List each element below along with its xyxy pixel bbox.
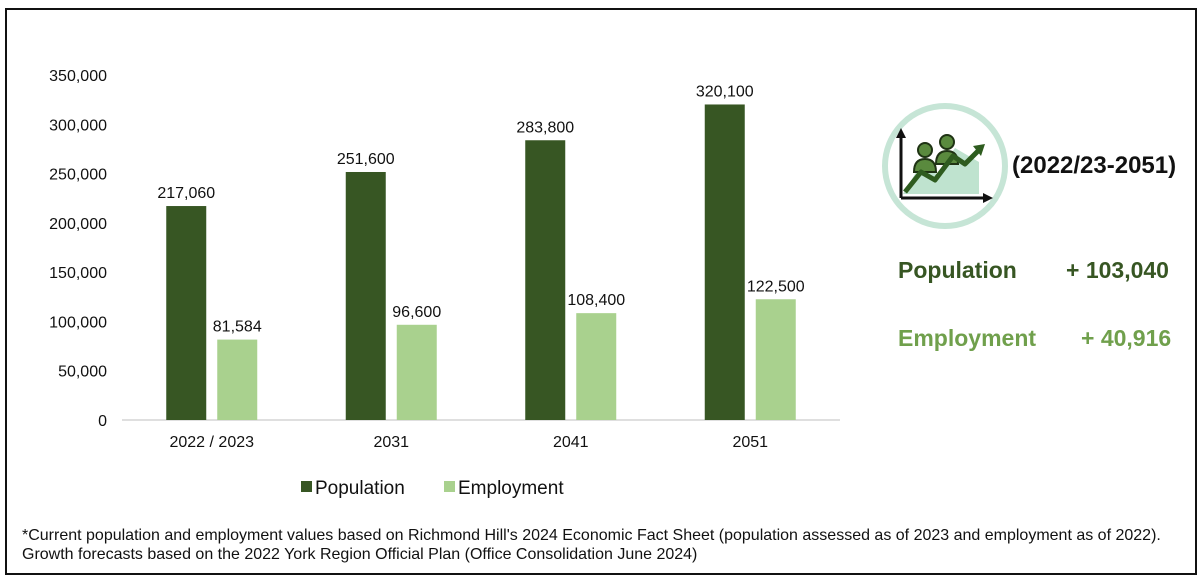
data-label: 251,600 bbox=[337, 151, 395, 168]
y-tick-label: 50,000 bbox=[58, 364, 107, 381]
data-label: 108,400 bbox=[567, 292, 625, 309]
footnote: *Current population and employment value… bbox=[22, 527, 1161, 563]
x-tick-label: 2051 bbox=[732, 434, 768, 451]
y-tick-label: 100,000 bbox=[49, 314, 107, 331]
legend-label-population: Population bbox=[315, 478, 405, 499]
data-label: 122,500 bbox=[747, 278, 805, 295]
x-tick-label: 2041 bbox=[553, 434, 589, 451]
data-label: 283,800 bbox=[516, 119, 574, 136]
y-tick-label: 150,000 bbox=[49, 265, 107, 282]
x-tick-label: 2022 / 2023 bbox=[169, 434, 254, 451]
bar-employment bbox=[396, 324, 437, 420]
data-label: 217,060 bbox=[157, 185, 215, 202]
y-tick-label: 300,000 bbox=[49, 117, 107, 134]
bar-population bbox=[525, 140, 566, 421]
x-tick-label: 2031 bbox=[373, 434, 409, 451]
y-tick-label: 200,000 bbox=[49, 216, 107, 233]
bar-employment bbox=[576, 313, 617, 420]
legend-label-employment: Employment bbox=[458, 478, 564, 499]
legend-swatch-population bbox=[301, 481, 312, 492]
bar-population bbox=[345, 171, 386, 420]
y-tick-label: 0 bbox=[98, 413, 107, 430]
bar-population bbox=[704, 104, 745, 421]
legend-swatch-employment bbox=[444, 481, 455, 492]
data-label: 81,584 bbox=[213, 319, 262, 336]
y-tick-label: 250,000 bbox=[49, 167, 107, 184]
bar-employment bbox=[755, 299, 796, 420]
bar-population bbox=[166, 206, 207, 420]
data-label: 320,100 bbox=[696, 83, 754, 100]
bar-employment bbox=[217, 339, 258, 420]
y-tick-label: 350,000 bbox=[49, 68, 107, 85]
data-label: 96,600 bbox=[392, 304, 441, 321]
